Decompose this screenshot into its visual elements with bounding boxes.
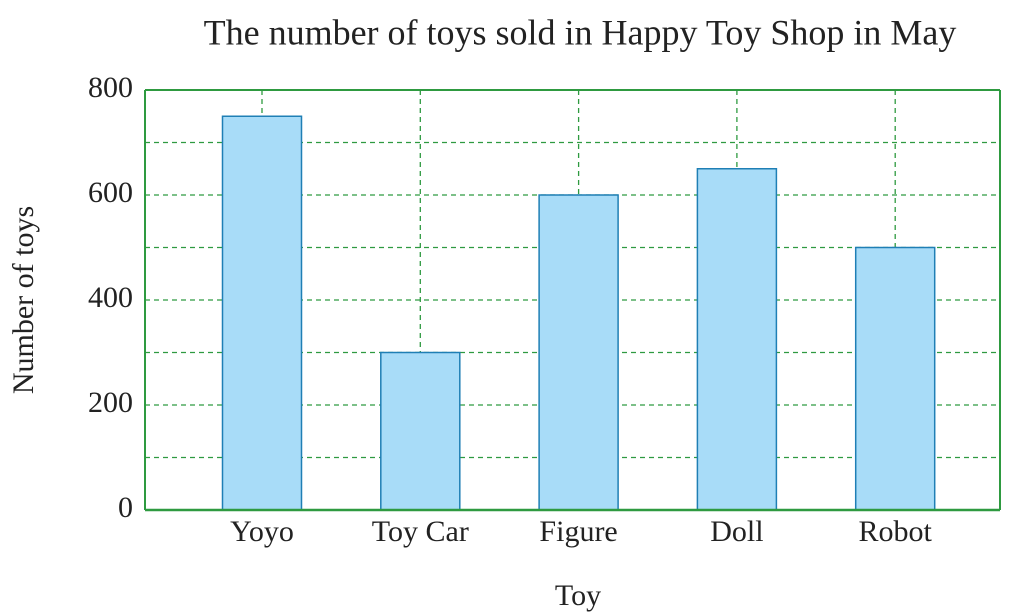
y-tick-label: 0 <box>118 491 133 524</box>
y-tick-label: 800 <box>88 71 133 104</box>
bar <box>221 115 303 511</box>
y-tick-label: 200 <box>88 386 133 419</box>
x-axis-label: Toy <box>555 579 601 612</box>
y-tick-label: 400 <box>88 281 133 314</box>
y-tick-label: 600 <box>88 176 133 209</box>
bar <box>854 246 936 511</box>
x-tick-label: Toy Car <box>372 515 469 548</box>
x-tick-label: Figure <box>539 515 617 548</box>
x-tick-label: Robot <box>859 515 933 548</box>
x-tick-label: Doll <box>710 515 763 548</box>
y-axis-label: Number of toys <box>7 206 40 394</box>
bar <box>696 168 778 511</box>
chart-title: The number of toys sold in Happy Toy Sho… <box>204 12 957 52</box>
x-tick-label: Yoyo <box>230 515 294 548</box>
bar <box>380 351 461 511</box>
bar <box>538 194 619 511</box>
